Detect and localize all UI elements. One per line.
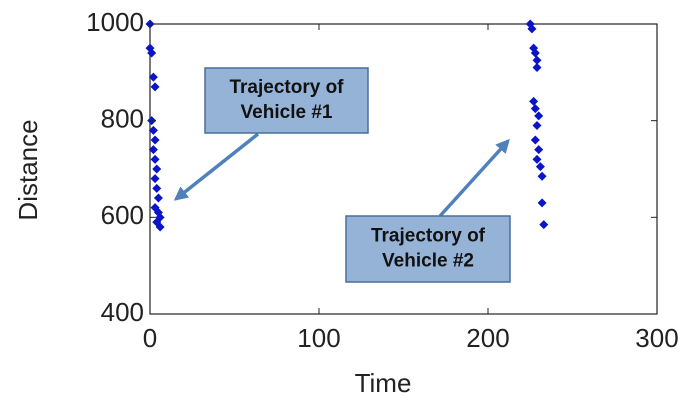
point bbox=[535, 162, 545, 172]
point bbox=[534, 111, 544, 121]
point bbox=[527, 24, 537, 34]
arrow bbox=[173, 132, 260, 201]
point bbox=[532, 63, 542, 72]
x-axis-title: Time bbox=[355, 368, 412, 398]
annotation-text: Trajectory of bbox=[229, 77, 344, 98]
annotation-text: Vehicle #1 bbox=[241, 102, 333, 123]
point bbox=[532, 121, 542, 130]
point bbox=[537, 171, 547, 181]
x-tick-label: 300 bbox=[635, 323, 678, 353]
point bbox=[532, 154, 542, 164]
point bbox=[532, 55, 542, 65]
point bbox=[152, 164, 162, 174]
point bbox=[530, 104, 540, 114]
point bbox=[150, 154, 160, 164]
annotation-box bbox=[204, 67, 369, 134]
point bbox=[150, 82, 160, 92]
x-tick-label: 0 bbox=[143, 323, 157, 353]
y-axis-title: Distance bbox=[13, 119, 43, 220]
y-tick-label: 600 bbox=[101, 200, 144, 230]
x-tick-label: 100 bbox=[297, 323, 340, 353]
point bbox=[155, 222, 165, 232]
point bbox=[539, 220, 549, 230]
point bbox=[530, 135, 540, 145]
arrow bbox=[438, 138, 510, 218]
y-tick-label: 1000 bbox=[86, 7, 144, 37]
point bbox=[530, 48, 540, 58]
point bbox=[148, 72, 158, 82]
point bbox=[534, 145, 544, 155]
point bbox=[147, 48, 157, 58]
y-tick-label: 800 bbox=[101, 104, 144, 134]
x-tick-label: 200 bbox=[466, 323, 509, 353]
point bbox=[537, 198, 547, 208]
point bbox=[152, 183, 162, 193]
point bbox=[150, 174, 160, 184]
point bbox=[529, 96, 539, 106]
y-tick-label: 400 bbox=[101, 297, 144, 327]
point bbox=[153, 193, 163, 203]
point bbox=[148, 145, 158, 155]
annotation-text: Trajectory of bbox=[371, 226, 486, 247]
point bbox=[148, 125, 158, 135]
annotation-text: Vehicle #2 bbox=[382, 251, 474, 272]
point bbox=[150, 135, 160, 145]
annotation-box bbox=[345, 215, 511, 283]
